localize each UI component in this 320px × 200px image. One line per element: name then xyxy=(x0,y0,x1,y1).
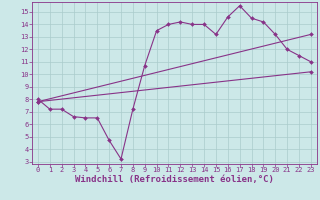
X-axis label: Windchill (Refroidissement éolien,°C): Windchill (Refroidissement éolien,°C) xyxy=(75,175,274,184)
